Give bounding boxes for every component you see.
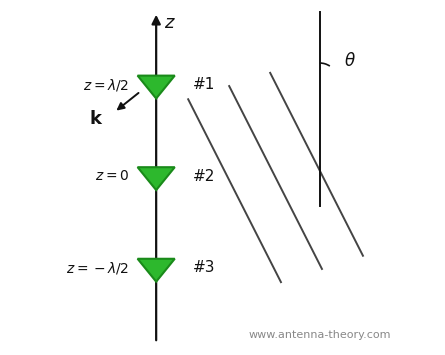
Text: $z = 0$: $z = 0$ [95,169,129,183]
Text: #2: #2 [192,169,215,184]
Polygon shape [138,167,175,190]
Text: #3: #3 [192,261,215,275]
Text: $\mathbf{k}$: $\mathbf{k}$ [89,110,103,129]
Polygon shape [138,259,175,282]
Polygon shape [138,76,175,99]
Text: #1: #1 [192,77,215,92]
Text: www.antenna-theory.com: www.antenna-theory.com [249,329,391,339]
Text: $z = -\lambda/2$: $z = -\lambda/2$ [65,260,129,276]
Text: $z$: $z$ [164,14,176,32]
Text: $z = \lambda/2$: $z = \lambda/2$ [83,77,129,93]
Text: $\theta$: $\theta$ [344,52,356,70]
